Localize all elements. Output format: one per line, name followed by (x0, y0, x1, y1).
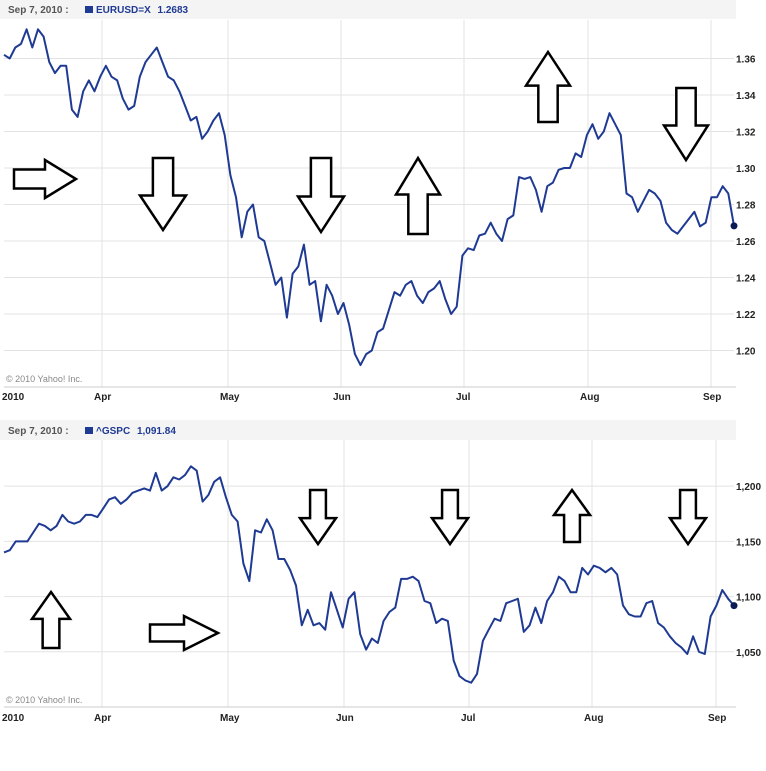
series-line (3, 465, 735, 684)
x-tick-label: Jul (456, 392, 471, 403)
arrow-up-annotation (551, 487, 593, 544)
series-group (3, 465, 738, 684)
y-tick-label: 1,150 (736, 537, 761, 548)
chart-header-bar (0, 420, 736, 440)
y-axis-ticks: 1.20 1.22 1.24 1.26 1.28 1.30 1.32 1.34 1.36 (736, 55, 756, 358)
y-tick-label: 1.26 (736, 237, 756, 248)
y-tick-label: 1.20 (736, 347, 756, 358)
last-value: 1,091.84 (137, 426, 176, 437)
x-axis-ticks: 2010 Apr May Jun Jul Aug Sep (2, 392, 721, 403)
y-tick-label: 1.22 (736, 310, 756, 321)
y-axis-ticks: 1,050 1,100 1,150 1,200 (736, 482, 761, 659)
arrow-right-annotation (12, 157, 79, 201)
series-line (3, 28, 735, 367)
svg-text:EURUSD=X 1.2683: EURUSD=X 1.2683 (96, 5, 189, 16)
x-tick-label: Jul (461, 713, 476, 724)
date-label: Sep 7, 2010 : (8, 426, 69, 437)
svg-text:^GSPC 1,091.84: ^GSPC 1,091.84 (96, 426, 176, 437)
arrow-annotations (12, 49, 711, 236)
last-value: 1.2683 (158, 5, 189, 16)
y-tick-label: 1,200 (736, 482, 761, 493)
arrow-annotations (29, 487, 709, 653)
gspc-chart-panel: Sep 7, 2010 : ^GSPC 1,091.84 1,050 1,100 1… (0, 420, 766, 730)
arrow-down-annotation (137, 156, 189, 233)
grid (4, 20, 734, 387)
arrow-up-annotation (29, 589, 73, 650)
arrow-down-annotation (661, 86, 711, 163)
x-axis-ticks: 2010 Apr May Jun Jul Aug Sep (2, 713, 726, 724)
y-tick-label: 1,050 (736, 648, 761, 659)
x-tick-label: 2010 (2, 392, 25, 403)
arrow-down-annotation (429, 488, 471, 547)
y-tick-label: 1.36 (736, 55, 756, 66)
x-tick-label: Sep (708, 713, 726, 724)
y-tick-label: 1.30 (736, 164, 756, 175)
copyright: © 2010 Yahoo! Inc. (6, 695, 82, 705)
arrow-up-annotation (393, 155, 443, 236)
x-tick-label: Jun (336, 713, 354, 724)
eurusd-chart-panel: Sep 7, 2010 : EURUSD=X 1.2683 1.20 1.22 1.… (0, 0, 756, 403)
x-tick-label: May (220, 392, 240, 403)
x-tick-label: Aug (580, 392, 599, 403)
x-tick-label: May (220, 713, 240, 724)
y-tick-label: 1.24 (736, 274, 756, 285)
legend-swatch (85, 427, 93, 434)
x-tick-label: Jun (333, 392, 351, 403)
date-label: Sep 7, 2010 : (8, 5, 69, 16)
x-tick-label: Aug (584, 713, 603, 724)
x-tick-label: Sep (703, 392, 721, 403)
chart-header-bar (0, 0, 736, 19)
last-value-marker (730, 222, 738, 230)
symbol-label: EURUSD=X (96, 5, 151, 16)
y-tick-label: 1.34 (736, 91, 756, 102)
eurusd-chart: Sep 7, 2010 : EURUSD=X 1.2683 1.201.221.… (0, 0, 756, 403)
arrow-down-annotation (297, 488, 339, 547)
y-tick-label: 1.32 (736, 128, 756, 139)
legend-swatch (85, 6, 93, 13)
arrow-up-annotation (523, 49, 573, 124)
gspc-chart: Sep 7, 2010 : ^GSPC 1,091.84 1,0501,1001… (0, 420, 761, 724)
y-tick-label: 1,100 (736, 593, 761, 604)
arrow-right-annotation (148, 613, 221, 653)
symbol-label: ^GSPC (96, 426, 130, 437)
y-tick-label: 1.28 (736, 201, 756, 212)
series-group (3, 28, 738, 367)
x-tick-label: 2010 (2, 713, 25, 724)
x-tick-label: Apr (94, 713, 111, 724)
copyright: © 2010 Yahoo! Inc. (6, 374, 82, 384)
grid (4, 440, 734, 707)
x-tick-label: Apr (94, 392, 111, 403)
last-value-marker (730, 602, 738, 610)
arrow-down-annotation (295, 156, 347, 235)
arrow-down-annotation (667, 488, 709, 547)
